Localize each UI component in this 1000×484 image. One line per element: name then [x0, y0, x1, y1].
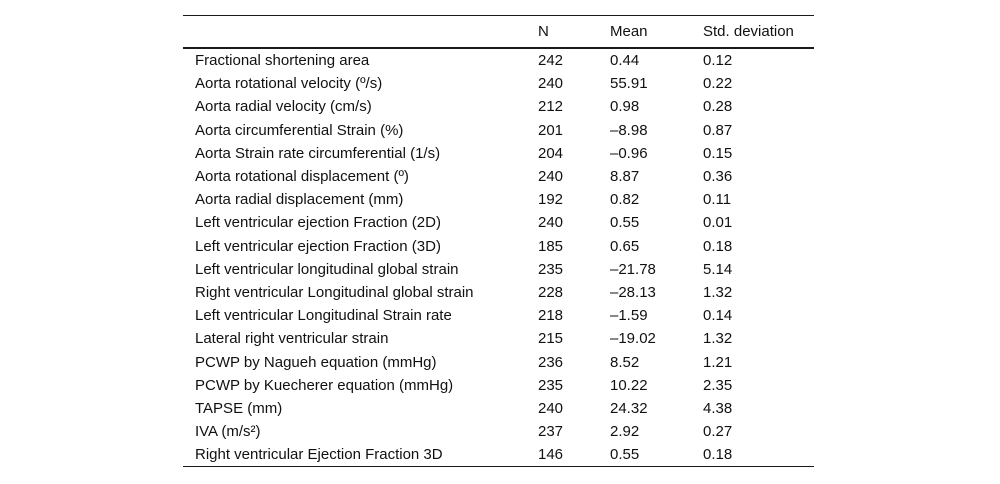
row-sd-cell: 4.38 [703, 399, 733, 417]
table-row: Left ventricular Longitudinal Strain rat… [183, 304, 814, 327]
header-std-deviation: Std. deviation [703, 23, 794, 40]
row-sd-cell: 2.35 [703, 376, 733, 394]
data-table: N Mean Std. deviation Fractional shorten… [183, 15, 814, 467]
row-label-cell: TAPSE (mm) [195, 399, 283, 417]
row-n-cell: 212 [538, 98, 564, 116]
row-sd-cell: 0.11 [703, 191, 732, 209]
row-n-cell: 228 [538, 283, 564, 301]
row-n-cell: 215 [538, 330, 564, 348]
row-label-cell: Aorta radial displacement (mm) [195, 191, 404, 209]
row-label-cell: PCWP by Nagueh equation (mmHg) [195, 353, 437, 371]
header-variable [183, 16, 538, 49]
row-mean-cell: 0.65 [610, 237, 640, 255]
row-label-cell: IVA (m/s²) [195, 423, 261, 441]
row-mean-cell: 24.32 [610, 399, 648, 417]
table-row: Fractional shortening area 242 0.44 0.12 [183, 48, 814, 72]
row-mean-cell: 0.55 [610, 446, 640, 464]
row-label-cell: Right ventricular Ejection Fraction 3D [195, 446, 443, 464]
row-sd-cell: 0.01 [703, 214, 733, 232]
row-mean-cell: –28.13 [610, 283, 656, 301]
row-n-cell: 240 [538, 399, 564, 417]
row-n-cell: 242 [538, 52, 564, 70]
header-mean: Mean [610, 23, 648, 40]
row-sd-cell: 0.27 [703, 423, 733, 441]
table-row: Aorta radial displacement (mm) 192 0.82 … [183, 188, 814, 211]
header-n: N [538, 23, 549, 40]
row-n-cell: 235 [538, 260, 564, 278]
row-mean-cell: 0.82 [610, 191, 640, 209]
row-mean-cell: 0.98 [610, 98, 640, 116]
row-sd-cell: 0.22 [703, 75, 733, 93]
row-n-cell: 237 [538, 423, 564, 441]
row-sd-cell: 0.12 [703, 52, 733, 70]
statistics-table: N Mean Std. deviation Fractional shorten… [183, 15, 814, 467]
table-row: Aorta rotational velocity (º/s) 240 55.9… [183, 72, 814, 95]
table-row: Right ventricular Ejection Fraction 3D 1… [183, 443, 814, 467]
row-mean-cell: 10.22 [610, 376, 648, 394]
row-label-cell: Left ventricular Longitudinal Strain rat… [195, 307, 452, 325]
row-n-cell: 218 [538, 307, 564, 325]
row-n-cell: 240 [538, 214, 564, 232]
row-n-cell: 204 [538, 144, 564, 162]
row-mean-cell: 2.92 [610, 423, 640, 441]
row-sd-cell: 1.32 [703, 330, 733, 348]
row-label-cell: Fractional shortening area [195, 52, 370, 70]
table-body: Fractional shortening area 242 0.44 0.12… [183, 48, 814, 467]
row-label-cell: Aorta rotational displacement (º) [195, 168, 409, 186]
row-mean-cell: 8.87 [610, 168, 640, 186]
row-sd-cell: 5.14 [703, 260, 733, 278]
row-mean-cell: –21.78 [610, 260, 656, 278]
row-label-cell: Aorta rotational velocity (º/s) [195, 75, 383, 93]
table-row: Aorta rotational displacement (º) 240 8.… [183, 165, 814, 188]
row-label-cell: Left ventricular longitudinal global str… [195, 260, 459, 278]
row-mean-cell: 55.91 [610, 75, 648, 93]
table-row: Left ventricular longitudinal global str… [183, 258, 814, 281]
table-row: TAPSE (mm) 240 24.32 4.38 [183, 397, 814, 420]
table-row: Left ventricular ejection Fraction (2D) … [183, 211, 814, 234]
table-row: Left ventricular ejection Fraction (3D) … [183, 235, 814, 258]
table-row: Right ventricular Longitudinal global st… [183, 281, 814, 304]
row-sd-cell: 0.28 [703, 98, 733, 116]
row-label-cell: Lateral right ventricular strain [195, 330, 389, 348]
table-row: PCWP by Kuecherer equation (mmHg) 235 10… [183, 374, 814, 397]
table-row: Aorta radial velocity (cm/s) 212 0.98 0.… [183, 95, 814, 118]
row-label-cell: PCWP by Kuecherer equation (mmHg) [195, 376, 454, 394]
row-label-cell: Aorta circumferential Strain (%) [195, 121, 404, 139]
row-sd-cell: 0.15 [703, 144, 733, 162]
row-label-cell: Left ventricular ejection Fraction (3D) [195, 237, 441, 255]
row-mean-cell: 0.55 [610, 214, 640, 232]
row-label-cell: Right ventricular Longitudinal global st… [195, 283, 474, 301]
row-mean-cell: –0.96 [610, 144, 648, 162]
row-sd-cell: 0.18 [703, 446, 733, 464]
row-label-cell: Aorta radial velocity (cm/s) [195, 98, 372, 116]
table-row: PCWP by Nagueh equation (mmHg) 236 8.52 … [183, 350, 814, 373]
header-row: N Mean Std. deviation [183, 15, 814, 49]
row-n-cell: 236 [538, 353, 564, 371]
row-mean-cell: –1.59 [610, 307, 648, 325]
row-mean-cell: –19.02 [610, 330, 656, 348]
row-n-cell: 201 [538, 121, 564, 139]
row-n-cell: 240 [538, 168, 564, 186]
row-sd-cell: 0.14 [703, 307, 733, 325]
row-label-cell: Left ventricular ejection Fraction (2D) [195, 214, 441, 232]
row-n-cell: 235 [538, 376, 564, 394]
table-row: Lateral right ventricular strain 215 –19… [183, 327, 814, 350]
row-sd-cell: 0.87 [703, 121, 733, 139]
row-sd-cell: 0.18 [703, 237, 733, 255]
table-row: IVA (m/s²) 237 2.92 0.27 [183, 420, 814, 443]
row-sd-cell: 0.36 [703, 168, 733, 186]
row-n-cell: 240 [538, 75, 564, 93]
table-row: Aorta Strain rate circumferential (1/s) … [183, 142, 814, 165]
row-label-cell: Aorta Strain rate circumferential (1/s) [195, 144, 441, 162]
row-n-cell: 185 [538, 237, 564, 255]
row-n-cell: 192 [538, 191, 564, 209]
row-mean-cell: 8.52 [610, 353, 640, 371]
row-sd-cell: 1.21 [703, 353, 733, 371]
table-row: Aorta circumferential Strain (%) 201 –8.… [183, 119, 814, 142]
row-sd-cell: 1.32 [703, 283, 733, 301]
row-mean-cell: 0.44 [610, 52, 640, 70]
row-n-cell: 146 [538, 446, 564, 464]
row-mean-cell: –8.98 [610, 121, 648, 139]
